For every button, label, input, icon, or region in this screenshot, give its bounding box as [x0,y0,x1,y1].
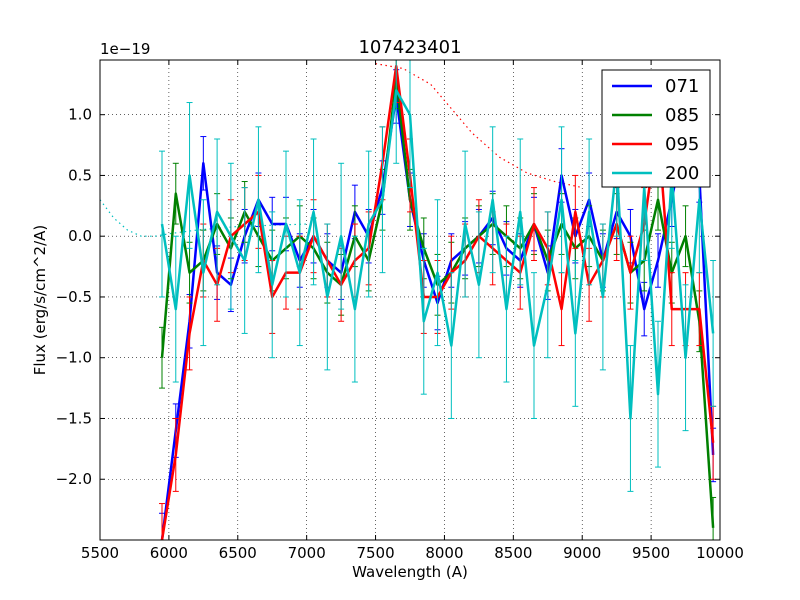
y-tick-label: −1.5 [56,409,92,427]
y-offset-label: 1e−19 [100,40,150,58]
y-tick-label: 0.0 [68,227,92,245]
y-tick-label: −0.5 [56,288,92,306]
chart-title: 107423401 [358,37,461,58]
legend: 071 085 095 200 [601,69,711,188]
continuum-dotted-line [100,199,307,237]
x-axis-label: Wavelength (A) [352,563,468,581]
x-tick-label: 5500 [81,544,119,562]
x-tick-label: 6500 [219,544,257,562]
reference-dotted-line [375,63,583,189]
plot-area: 5500 6000 6500 7000 7500 8000 8500 9000 9500 1000… [56,59,744,562]
x-tick-label: 9500 [632,544,670,562]
legend-label: 085 [665,105,699,126]
x-tick-label: 7500 [356,544,394,562]
y-axis-label: Flux (erg/s/cm^2/A) [31,225,49,376]
plot-frame [99,59,721,541]
x-tick-label: 10000 [696,544,744,562]
series-200 [159,60,717,492]
axis-ticks: 5500 6000 6500 7000 7500 8000 8500 9000 9500 1000… [56,60,744,562]
legend-label: 095 [665,134,699,155]
y-tick-label: 1.0 [68,106,92,124]
series-line [160,89,715,420]
series-layer [100,60,717,540]
legend-label: 071 [665,76,699,97]
y-tick-label: −1.0 [56,349,92,367]
x-tick-label: 8000 [425,544,463,562]
legend-box [601,69,711,188]
y-tick-label: −2.0 [56,470,92,488]
x-tick-label: 6000 [150,544,188,562]
legend-label: 200 [665,163,699,184]
x-tick-label: 7000 [288,544,326,562]
x-tick-label: 8500 [494,544,532,562]
y-tick-label: 0.5 [68,166,92,184]
x-tick-label: 9000 [563,544,601,562]
